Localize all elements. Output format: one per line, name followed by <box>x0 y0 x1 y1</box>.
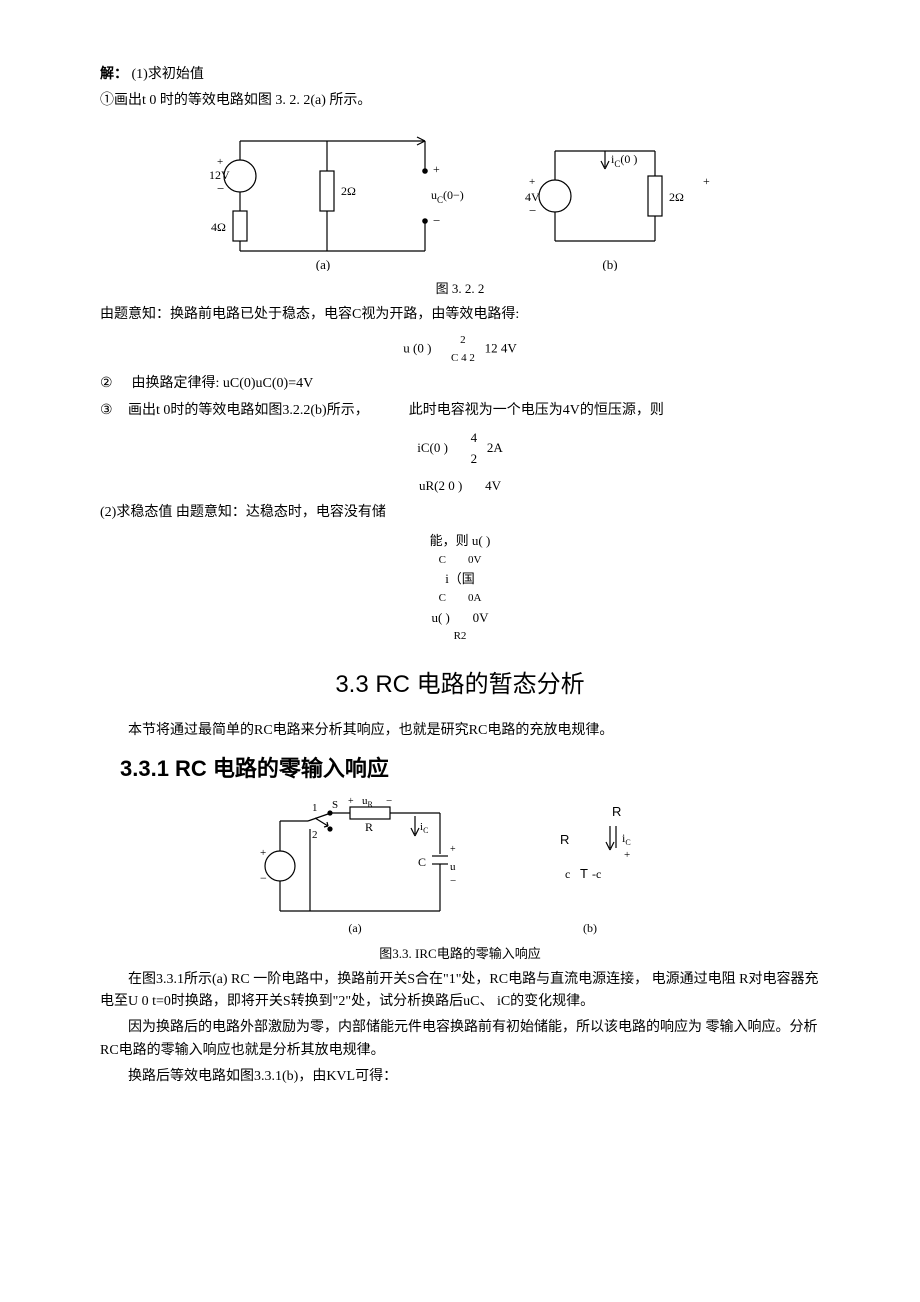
eq3: uR(2 0 ) 4V <box>100 476 820 497</box>
src-plus-a: + <box>260 847 266 859</box>
rb-val: 2Ω <box>669 190 684 204</box>
uc-plus: + <box>433 162 440 176</box>
cap-b: (b) <box>602 257 617 271</box>
eq1: u (0 ) 2 C 4 2 12 4V <box>100 332 820 367</box>
ur-sub: R <box>368 800 374 809</box>
eq2-r: 2A <box>487 440 503 455</box>
R-label: R <box>365 820 373 834</box>
uc-label-a: u <box>450 861 456 873</box>
eq1-sub1: C <box>451 352 458 364</box>
eq3-r: 4V <box>485 478 501 493</box>
uc-minus: − <box>433 213 440 228</box>
svg-text:uC(0−): uC(0−) <box>431 188 464 205</box>
step2: ② 由换路定律得: uC(0)uC(0)=4V <box>100 373 820 395</box>
sw-2: 2 <box>312 829 318 841</box>
c-b: c <box>565 867 570 881</box>
figure-3-3-1: 1 S 2 + uR − R iC C + u − + − (a) R R <box>100 796 820 936</box>
section-intro: 本节将通过最简单的RC电路来分析其响应，也就是研究RC电路的充放电规律。 <box>100 720 820 742</box>
eq2: iC(0 ) 4 2 2A <box>100 428 820 470</box>
r-left: 4Ω <box>211 220 226 234</box>
step3-num: ③ <box>100 400 128 422</box>
src-minus: − <box>217 181 224 196</box>
para-1: 在图3.3.1所示(a) RC 一阶电路中，换路前开关S合在"1"处，RC电路与… <box>100 969 820 1014</box>
R-b: R <box>560 832 569 847</box>
ur-plus: + <box>348 796 354 807</box>
b-plus: + <box>703 174 710 188</box>
circuit-a: + 12V − 4Ω 2Ω + uC(0−) − (a) <box>205 121 465 271</box>
line-after-fig: 由题意知：换路前电路已处于稳态，电容C视为开路，由等效电路得: <box>100 304 820 326</box>
steady-state-block: 能，则 u( ) C 0V i（国 C 0A u( ) 0V R2 <box>100 531 820 646</box>
p2l2: 能，则 <box>430 533 469 548</box>
mc-b: -c <box>592 867 601 881</box>
C-label: C <box>418 855 426 869</box>
circuit-331-a: 1 S 2 + uR − R iC C + u − + − (a) <box>250 796 470 936</box>
ic-b-sub: C <box>625 838 630 847</box>
R-b-top: R <box>612 804 621 819</box>
cap-331-a: (a) <box>348 921 361 935</box>
para-3: 换路后等效电路如图3.3.1(b)，由KVL可得： <box>100 1066 820 1088</box>
eq1-fb: 4 2 <box>461 352 475 364</box>
T-b: T <box>580 866 588 881</box>
cap-a: (a) <box>316 257 330 271</box>
cap-331-b: (b) <box>583 921 597 935</box>
step3-l: 画出t 0时的等效电路如图3.2.2(b)所示， <box>128 400 369 422</box>
step3-r: 此时电容视为一个电压为4V的恒压源，则 <box>409 400 664 422</box>
eq1-l: u (0 ) <box>403 341 431 356</box>
ss3l: u( ) <box>431 610 449 625</box>
part1-label: (1)求初始值 <box>132 67 204 82</box>
eq3-l: uR(2 0 ) <box>419 478 462 493</box>
circuit-331-b: R R iC + c T -c (b) <box>520 796 670 936</box>
subsection-3-3-1-title: 3.3.1 RC 电路的零输入响应 <box>120 751 820 786</box>
para-2: 因为换路后的电路外部激励为零，内部储能元件电容换路前有初始储能，所以该电路的响应… <box>100 1017 820 1062</box>
src-minus-a: − <box>260 871 267 885</box>
r-mid: 2Ω <box>341 184 356 198</box>
circuit-b: iC(0 ) + 4V − 2Ω + (b) <box>515 121 715 271</box>
svg-text:iC: iC <box>420 821 428 835</box>
plus-b: + <box>624 849 630 861</box>
ss1l: u( ) <box>472 533 490 548</box>
ss3sub: R2 <box>454 630 467 642</box>
ss3r: 0V <box>473 610 489 625</box>
ss1r: 0V <box>468 554 481 566</box>
uc-arg: (0−) <box>443 188 464 202</box>
section-3-3-title: 3.3 RC 电路的暂态分析 <box>100 666 820 704</box>
vb-plus: + <box>529 176 535 188</box>
ss1sub: C <box>439 554 446 566</box>
solution-heading: 解： (1)求初始值 <box>100 64 820 86</box>
fig-322-caption: 图 3. 2. 2 <box>100 279 820 300</box>
svg-text:iC(0 ): iC(0 ) <box>611 152 637 169</box>
ss2l: i（国 <box>445 571 475 586</box>
vb-val: 4V <box>525 190 540 204</box>
ic-a-sub: C <box>423 826 428 835</box>
step2-num: ② <box>100 373 128 395</box>
fig-331-caption: 图3.3. IRC电路的零输入响应 <box>100 944 820 965</box>
sw-1: 1 <box>312 802 318 814</box>
eq1-ft: 2 <box>451 332 475 350</box>
label-jie: 解： <box>100 67 128 82</box>
ss2sub: C <box>439 592 446 604</box>
step3: ③ 画出t 0时的等效电路如图3.2.2(b)所示， 此时电容视为一个电压为4V… <box>100 400 820 422</box>
eq2-t: 4 <box>471 428 478 449</box>
ur-minus: − <box>386 796 392 807</box>
svg-text:iC: iC <box>622 831 631 847</box>
ic-arg-b: (0 ) <box>620 152 637 166</box>
part2-label: (2)求稳态值 由题意知：达稳态时，电容没有储 <box>100 502 820 524</box>
eq2-b: 2 <box>471 449 478 470</box>
uc-plus-a: + <box>450 844 456 855</box>
uc-minus-a: − <box>450 875 456 887</box>
step1: ①画出t 0 时的等效电路如图 3. 2. 2(a) 所示。 <box>100 90 820 112</box>
figure-3-2-2: + 12V − 4Ω 2Ω + uC(0−) − (a) <box>100 121 820 271</box>
vb-minus: − <box>529 203 536 218</box>
sw-S: S <box>332 799 338 811</box>
src-val: 12V <box>209 168 230 182</box>
ss2r: 0A <box>468 592 481 604</box>
eq2-l: iC(0 ) <box>417 440 448 455</box>
step2-text: 由换路定律得: uC(0)uC(0)=4V <box>132 376 314 391</box>
eq1-r: 12 4V <box>485 341 517 356</box>
src-plus: + <box>217 156 223 168</box>
